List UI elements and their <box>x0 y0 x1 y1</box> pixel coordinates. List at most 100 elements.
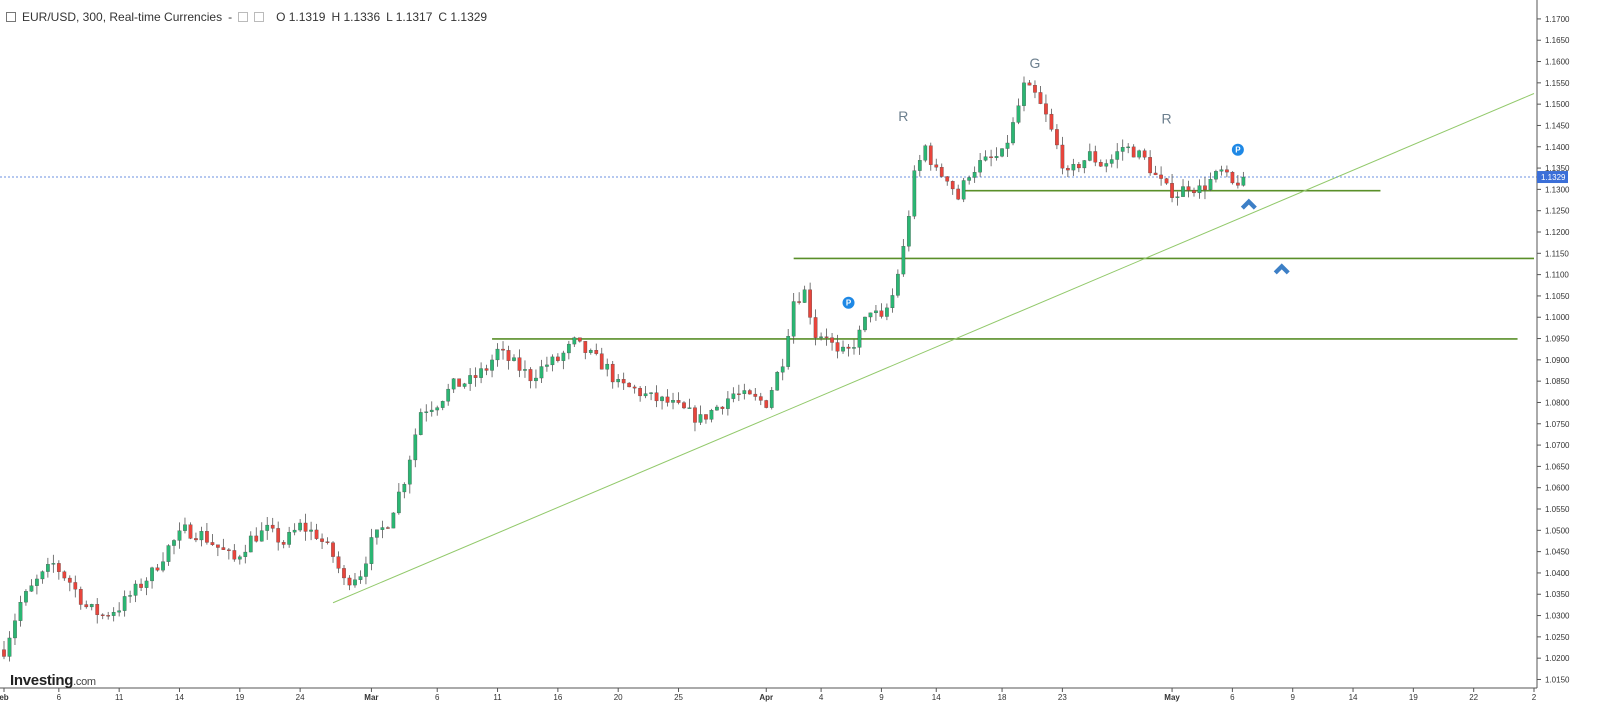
annotation-letter: G <box>1030 55 1041 71</box>
candle-body <box>1241 176 1246 186</box>
candle-body <box>687 407 692 409</box>
candle-body <box>742 390 747 394</box>
candle-body <box>1192 190 1196 194</box>
candle-body <box>989 156 993 159</box>
x-tick-label: Mar <box>364 693 378 702</box>
candle-body <box>216 544 220 548</box>
candle-body <box>7 637 12 657</box>
x-tick-label: 14 <box>175 693 184 702</box>
candle-body <box>638 387 642 397</box>
candle-body <box>128 595 132 597</box>
candle-body <box>539 366 544 379</box>
x-tick-label: 9 <box>1290 693 1295 702</box>
y-tick-label: 1.0900 <box>1545 356 1570 365</box>
candle-body <box>183 524 187 531</box>
x-tick-label: 18 <box>998 693 1007 702</box>
candle-body <box>1214 171 1218 180</box>
candle-body <box>78 589 83 605</box>
candle-body <box>753 393 758 397</box>
candle-body <box>320 538 324 542</box>
up-arrow-icon <box>1240 198 1257 210</box>
candle-body <box>523 369 527 371</box>
candle-body <box>676 400 681 403</box>
candle-body <box>764 400 769 408</box>
candle-body <box>243 551 248 557</box>
candle-body <box>259 530 264 542</box>
candle-body <box>1076 164 1081 169</box>
candle-body <box>967 177 972 181</box>
candle-body <box>199 531 204 541</box>
candle-body <box>775 371 780 391</box>
ohlc-high: H 1.1336 <box>331 10 381 24</box>
candle-body <box>813 317 818 338</box>
candle-body <box>407 459 412 485</box>
candle-body <box>237 556 242 560</box>
y-tick-label: 1.0700 <box>1545 441 1570 450</box>
candle-body <box>802 289 807 303</box>
candle-body <box>588 350 593 353</box>
candle-body <box>950 181 955 190</box>
y-tick-label: 1.1350 <box>1545 164 1570 173</box>
candle-body <box>1219 169 1224 172</box>
up-arrow-icon <box>1273 263 1290 275</box>
candle-body <box>100 614 105 616</box>
candle-body <box>205 531 209 543</box>
candle-body <box>495 348 500 361</box>
chevron-down-icon[interactable]: - <box>228 10 233 24</box>
candle-body <box>347 577 352 586</box>
y-tick-label: 1.0800 <box>1545 398 1570 407</box>
candle-body <box>1126 146 1131 149</box>
candle-body <box>1071 164 1076 171</box>
settings-icon[interactable] <box>238 12 249 22</box>
candle-body <box>1093 151 1098 163</box>
x-tick-label: 4 <box>819 693 824 702</box>
candle-body <box>868 312 873 318</box>
candle-body <box>429 409 434 412</box>
candle-body <box>418 412 423 435</box>
candle-body <box>358 576 363 580</box>
candle-body <box>386 527 390 529</box>
close-icon[interactable] <box>254 12 265 22</box>
candle-body <box>287 531 292 545</box>
candle-body <box>928 145 933 165</box>
candle-body <box>188 524 193 539</box>
ohlc-low: L 1.1317 <box>386 10 433 24</box>
candle-body <box>501 348 505 351</box>
y-tick-label: 1.1700 <box>1545 15 1570 24</box>
y-tick-label: 1.0400 <box>1545 569 1570 578</box>
y-tick-label: 1.0250 <box>1545 633 1570 642</box>
collapse-icon[interactable] <box>6 12 16 22</box>
x-tick-label: 9 <box>879 693 884 702</box>
candle-body <box>89 604 94 608</box>
candle-body <box>846 346 851 349</box>
candle-body <box>698 414 703 423</box>
candle-body <box>155 567 160 571</box>
candle-body <box>901 246 906 275</box>
candle-body <box>1170 183 1174 198</box>
candle-body <box>402 484 407 493</box>
candle-body <box>912 170 917 217</box>
x-tick-label: 11 <box>493 693 502 702</box>
candle-body <box>534 377 538 382</box>
candle-body <box>835 342 840 352</box>
candle-body <box>325 541 330 543</box>
candle-body <box>281 542 286 545</box>
x-tick-label: 22 <box>1469 693 1478 702</box>
candle-body <box>577 337 582 342</box>
candle-body <box>819 336 823 338</box>
candle-body <box>731 393 736 399</box>
x-tick-label: 6 <box>57 693 62 702</box>
candle-body <box>1186 186 1191 191</box>
candle-body <box>424 411 429 413</box>
x-tick-label: 14 <box>1349 693 1358 702</box>
candle-body <box>791 301 796 337</box>
candle-body <box>616 379 621 383</box>
candle-body <box>1148 157 1152 174</box>
candle-body <box>1104 163 1109 167</box>
y-tick-label: 1.1300 <box>1545 185 1570 194</box>
candle-body <box>1181 186 1185 197</box>
candle-body <box>1044 103 1048 115</box>
candle-body <box>1153 172 1158 176</box>
